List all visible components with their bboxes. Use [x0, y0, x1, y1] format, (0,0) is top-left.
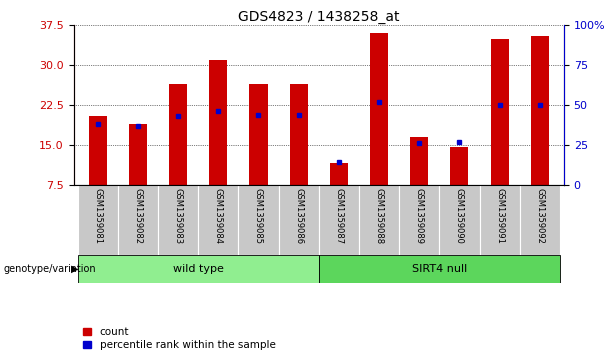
- Bar: [209, 60, 227, 184]
- Title: GDS4823 / 1438258_at: GDS4823 / 1438258_at: [238, 11, 400, 24]
- Bar: [278, 184, 319, 254]
- Text: GSM1359085: GSM1359085: [254, 188, 263, 244]
- Bar: [479, 184, 520, 254]
- Bar: [359, 184, 399, 254]
- Bar: [78, 254, 319, 283]
- Bar: [169, 84, 187, 184]
- Bar: [490, 39, 509, 184]
- Bar: [249, 84, 267, 184]
- Bar: [89, 115, 107, 184]
- Text: GSM1359091: GSM1359091: [495, 188, 504, 244]
- Bar: [289, 84, 308, 184]
- Text: GSM1359082: GSM1359082: [134, 188, 142, 244]
- Text: GSM1359088: GSM1359088: [375, 188, 384, 244]
- Bar: [370, 33, 388, 184]
- Bar: [129, 123, 147, 184]
- Text: GSM1359087: GSM1359087: [334, 188, 343, 244]
- Bar: [78, 184, 118, 254]
- Text: GSM1359086: GSM1359086: [294, 188, 303, 244]
- Bar: [410, 137, 428, 184]
- Bar: [198, 184, 238, 254]
- Legend: count, percentile rank within the sample: count, percentile rank within the sample: [78, 323, 280, 354]
- Text: genotype/variation: genotype/variation: [3, 264, 96, 274]
- Text: GSM1359090: GSM1359090: [455, 188, 464, 244]
- Bar: [451, 147, 468, 184]
- Bar: [520, 184, 560, 254]
- Text: GSM1359092: GSM1359092: [535, 188, 544, 244]
- Text: GSM1359084: GSM1359084: [214, 188, 223, 244]
- Text: GSM1359083: GSM1359083: [173, 188, 183, 244]
- Bar: [238, 184, 278, 254]
- Bar: [319, 184, 359, 254]
- Bar: [158, 184, 198, 254]
- Text: ▶: ▶: [70, 264, 78, 274]
- Bar: [319, 254, 560, 283]
- Bar: [330, 163, 348, 184]
- Text: wild type: wild type: [173, 264, 224, 274]
- Bar: [531, 36, 549, 184]
- Text: GSM1359081: GSM1359081: [93, 188, 102, 244]
- Text: GSM1359089: GSM1359089: [415, 188, 424, 244]
- Bar: [118, 184, 158, 254]
- Bar: [399, 184, 440, 254]
- Text: SIRT4 null: SIRT4 null: [412, 264, 467, 274]
- Bar: [440, 184, 479, 254]
